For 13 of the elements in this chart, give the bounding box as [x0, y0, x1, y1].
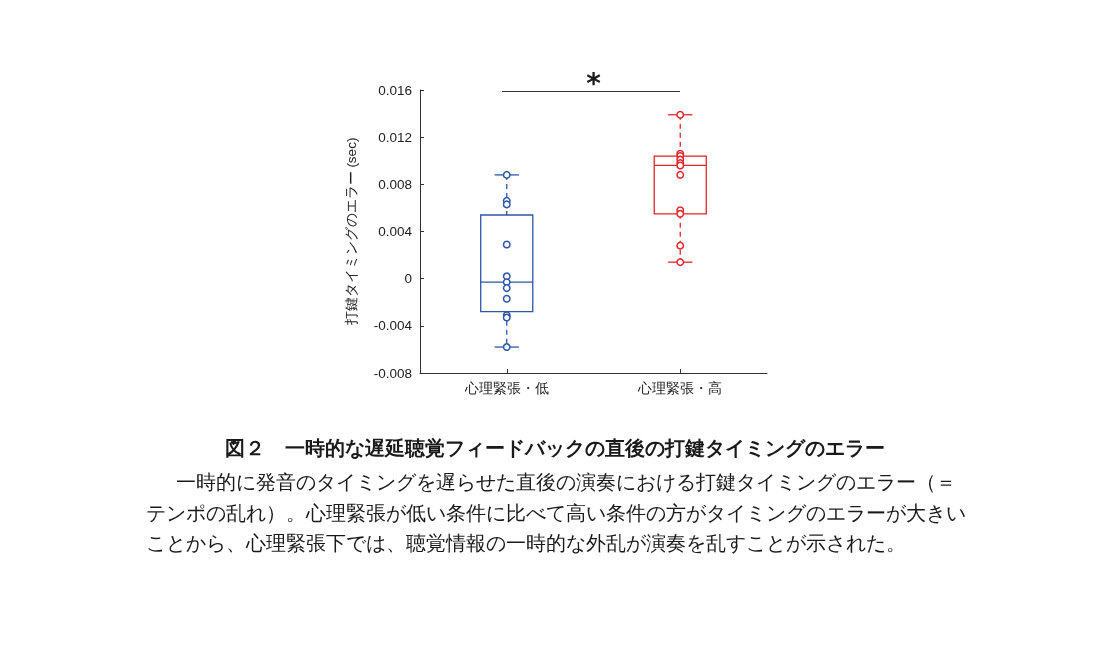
- x-tick-label: 心理緊張・高: [637, 380, 723, 396]
- x-tick-label: 心理緊張・低: [463, 380, 549, 396]
- y-tick-label: 0.004: [378, 224, 413, 239]
- annotation: *: [585, 67, 602, 100]
- y-axis-title: 打鍵タイミングのエラー (sec): [343, 137, 359, 327]
- y-tick-label: 0.012: [378, 129, 412, 145]
- y-tick-label: 0.016: [378, 82, 412, 98]
- y-tick-label: 0: [404, 271, 412, 287]
- y-tick-label: -0.008: [373, 365, 412, 381]
- text: 図２ 一時的な遅延聴覚フィードバックの直後の打鍵タイミングのエラー: [225, 436, 885, 462]
- y-tick-label: -0.004: [373, 318, 413, 334]
- y-tick-label: 0.008: [378, 176, 412, 192]
- text: 一時的に発音のタイミングを遅らせた直後の演奏における打鍵タイミングのエラー（＝テンポの乱れ）。心理緊張が低い条件に比べて高い条件の方がタイミングのエラーが大きいことから、心理緊張下では、聴覚情報の一時的な外乱が演奏を乱すことが示された。: [146, 470, 967, 557]
